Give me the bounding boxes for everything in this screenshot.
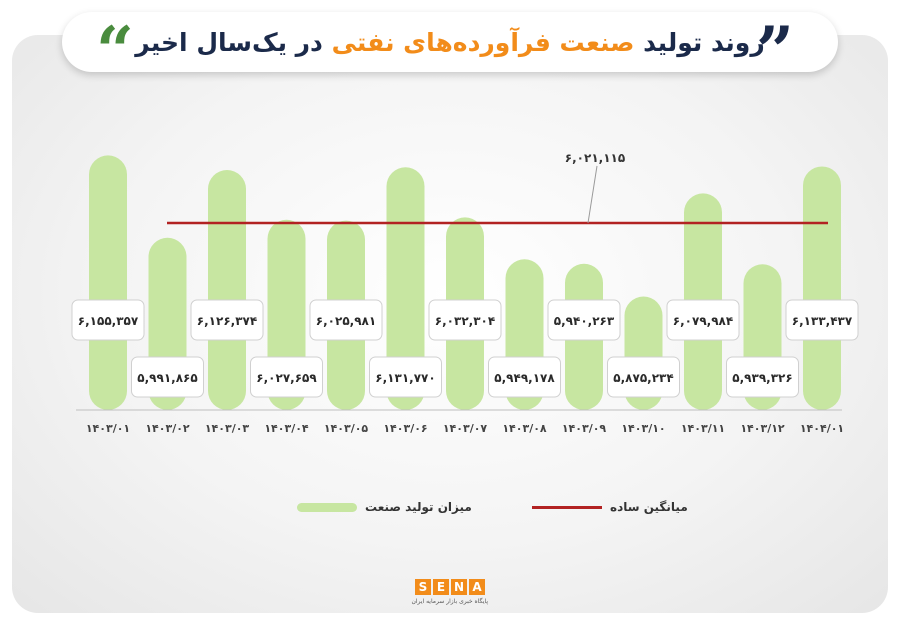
value-label-6: ۶,۱۳۱,۷۷۰ — [369, 356, 442, 398]
mean-leader-line — [587, 165, 598, 224]
value-label-8: ۵,۹۴۹,۱۷۸ — [488, 356, 561, 398]
value-label-5: ۶,۰۲۵,۹۸۱ — [309, 299, 383, 341]
bar-1 — [89, 155, 127, 410]
value-label-11: ۶,۰۷۹,۹۸۴ — [666, 299, 740, 341]
svg-text:۵,۹۴۰,۲۶۳: ۵,۹۴۰,۲۶۳ — [554, 314, 615, 328]
bar-6 — [386, 167, 425, 410]
legend-mean-label: میانگین ساده — [610, 500, 688, 514]
x-tick-label-1: ۱۴۰۳/۰۱ — [86, 422, 130, 435]
chart-title-highlight: صنعت فرآورده‌های نفتی — [331, 27, 635, 57]
x-tick-label-4: ۱۴۰۳/۰۴ — [264, 422, 309, 435]
svg-text:۶,۱۳۳,۴۳۷: ۶,۱۳۳,۴۳۷ — [792, 314, 853, 328]
x-tick-label-6: ۱۴۰۳/۰۶ — [383, 422, 427, 435]
svg-text:۶,۱۲۶,۳۷۴: ۶,۱۲۶,۳۷۴ — [197, 314, 257, 328]
legend-bars-label: میزان تولید صنعت — [365, 500, 472, 514]
value-label-9: ۵,۹۴۰,۲۶۳ — [547, 299, 621, 341]
svg-text:۶,۰۷۹,۹۸۴: ۶,۰۷۹,۹۸۴ — [673, 314, 733, 328]
legend-bars: میزان تولید صنعت — [297, 497, 472, 517]
x-tick-label-12: ۱۴۰۳/۱۲ — [740, 422, 785, 435]
legend-mean-swatch — [532, 505, 602, 509]
legend-bars-swatch — [297, 502, 357, 512]
svg-text:۵,۸۷۵,۲۳۴: ۵,۸۷۵,۲۳۴ — [613, 371, 673, 385]
value-label-7: ۶,۰۳۲,۳۰۴ — [428, 299, 502, 341]
x-tick-label-3: ۱۴۰۳/۰۳ — [205, 422, 250, 435]
chart-title: روند تولید صنعت فرآورده‌های نفتی در یک‌س… — [135, 27, 765, 57]
title-banner: روند تولید صنعت فرآورده‌های نفتی در یک‌س… — [62, 12, 838, 72]
x-tick-label-10: ۱۴۰۳/۱۰ — [621, 422, 665, 435]
svg-text:۵,۹۹۱,۸۶۵: ۵,۹۹۱,۸۶۵ — [137, 371, 197, 385]
svg-text:۶,۱۳۱,۷۷۰: ۶,۱۳۱,۷۷۰ — [375, 371, 435, 385]
value-label-1: ۶,۱۵۵,۳۵۷ — [71, 299, 145, 341]
value-label-3: ۶,۱۲۶,۳۷۴ — [190, 299, 264, 341]
svg-text:۶,۰۲۵,۹۸۱: ۶,۰۲۵,۹۸۱ — [316, 314, 376, 328]
value-label-13: ۶,۱۳۳,۴۳۷ — [785, 299, 859, 341]
x-tick-label-11: ۱۴۰۳/۱۱ — [681, 422, 725, 435]
x-tick-label-8: ۱۴۰۳/۰۸ — [502, 422, 547, 435]
bar-13 — [803, 166, 841, 410]
x-tick-label-9: ۱۴۰۳/۰۹ — [562, 422, 607, 435]
value-label-12: ۵,۹۳۹,۳۲۶ — [726, 356, 799, 398]
svg-text:۶,۰۳۲,۳۰۴: ۶,۰۳۲,۳۰۴ — [435, 314, 495, 328]
x-tick-label-13: ۱۴۰۴/۰۱ — [800, 422, 844, 435]
legend-mean: میانگین ساده — [532, 497, 688, 517]
x-tick-label-7: ۱۴۰۳/۰۷ — [443, 422, 488, 435]
svg-text:۶,۰۲۷,۶۵۹: ۶,۰۲۷,۶۵۹ — [256, 371, 317, 385]
value-label-10: ۵,۸۷۵,۲۳۴ — [607, 356, 680, 398]
mean-value-label: ۶,۰۲۱,۱۱۵ — [565, 151, 625, 165]
svg-text:۵,۹۴۹,۱۷۸: ۵,۹۴۹,۱۷۸ — [494, 371, 555, 385]
x-tick-label-2: ۱۴۰۳/۰۲ — [145, 422, 190, 435]
svg-text:۵,۹۳۹,۳۲۶: ۵,۹۳۹,۳۲۶ — [732, 371, 792, 385]
x-tick-label-5: ۱۴۰۳/۰۵ — [324, 422, 369, 435]
value-label-2: ۵,۹۹۱,۸۶۵ — [131, 356, 204, 398]
quote-close-icon: ” — [756, 12, 794, 90]
quote-open-icon: “ — [96, 12, 134, 90]
svg-text:۶,۱۵۵,۳۵۷: ۶,۱۵۵,۳۵۷ — [78, 314, 139, 328]
bar-3 — [208, 170, 246, 410]
value-label-4: ۶,۰۲۷,۶۵۹ — [250, 356, 323, 398]
